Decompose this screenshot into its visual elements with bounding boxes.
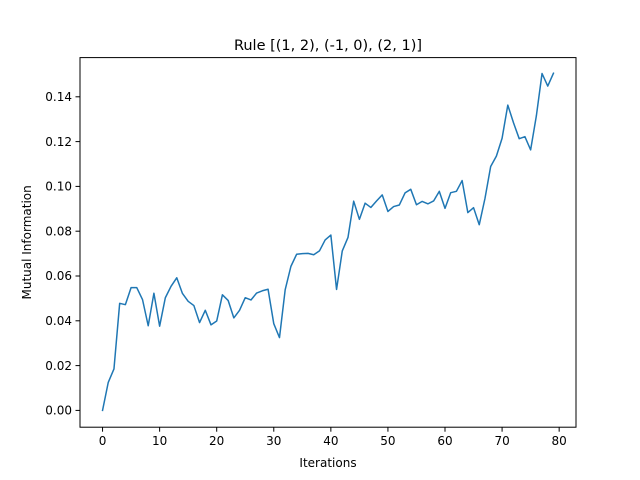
x-tick-label: 20 — [209, 434, 224, 448]
x-tick-label: 30 — [266, 434, 281, 448]
x-tick-label: 50 — [380, 434, 395, 448]
chart-title: Rule [(1, 2), (-1, 0), (2, 1)] — [234, 38, 422, 54]
x-tick-label: 80 — [552, 434, 567, 448]
y-tick-label: 0.04 — [45, 314, 72, 328]
series-line — [101, 72, 555, 412]
y-tick-label: 0.08 — [45, 224, 72, 238]
x-axis-label: Iterations — [299, 456, 356, 470]
x-tick-label: 70 — [494, 434, 509, 448]
plot-area: 0 10 20 30 40 50 60 70 80 0.000.020.040.060.080.… — [45, 57, 577, 448]
y-tick-label: 0.00 — [45, 404, 72, 418]
x-tick-label: 40 — [323, 434, 338, 448]
y-tick-label: 0.12 — [45, 135, 72, 149]
axes-frame — [79, 57, 577, 428]
y-tick-label: 0.02 — [45, 359, 72, 373]
y-axis-label: Mutual Information — [20, 185, 34, 299]
y-tick-label: 0.14 — [45, 90, 72, 104]
x-tick-label: 10 — [152, 434, 167, 448]
y-tick-label: 0.06 — [45, 269, 72, 283]
y-axis-ticks: 0.00 0.02 0.04 0.06 0.08 0.10 0.12 0.14 — [45, 90, 80, 418]
x-axis-ticks: 0 10 20 30 40 50 60 70 80 — [99, 427, 567, 448]
x-tick-label: 0 — [99, 434, 107, 448]
x-tick-label: 60 — [437, 434, 452, 448]
y-tick-label: 0.10 — [45, 180, 72, 194]
